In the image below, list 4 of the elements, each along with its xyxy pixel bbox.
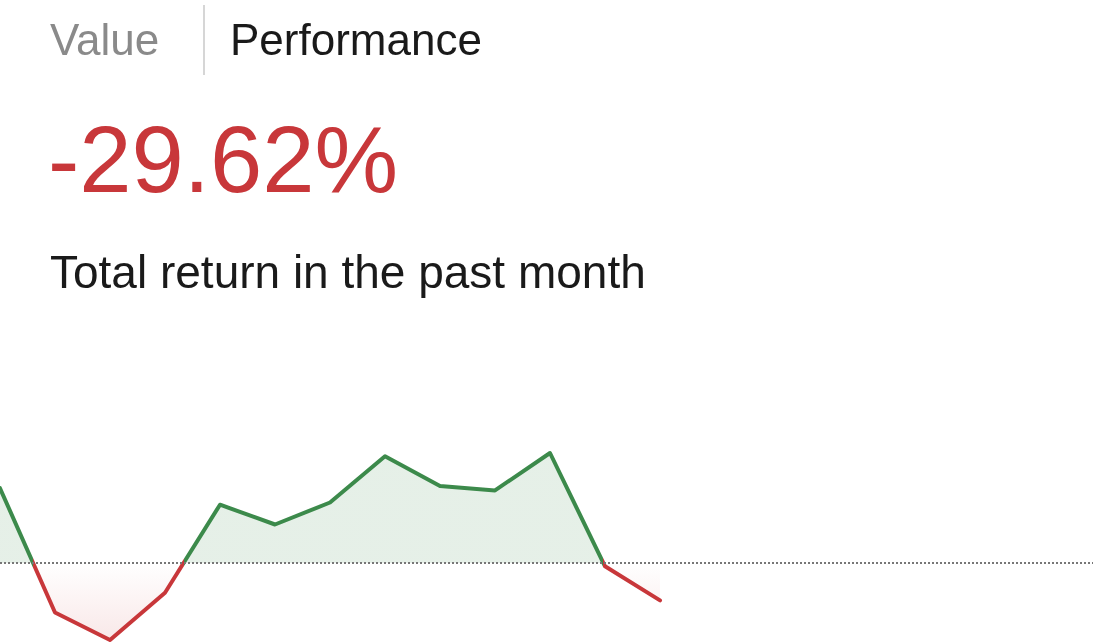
chart-title: -29.62%	[48, 107, 399, 212]
text: Performance	[230, 15, 482, 64]
chart-subtitle: Total return in the past month	[50, 246, 646, 298]
text: Value	[50, 15, 160, 64]
